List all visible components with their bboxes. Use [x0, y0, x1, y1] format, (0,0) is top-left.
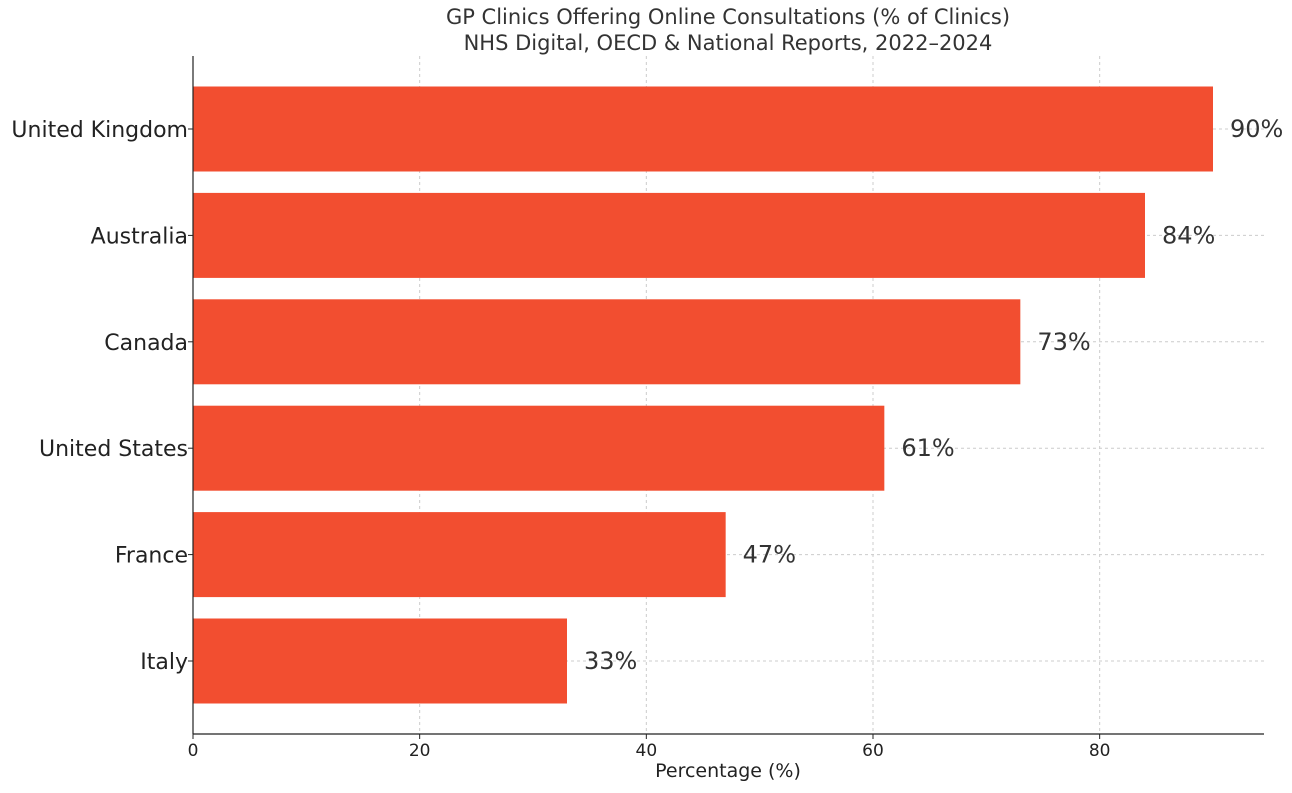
y-tick-label: Australia: [91, 224, 188, 249]
bar: [193, 192, 1145, 278]
x-tick-label: 0: [188, 741, 199, 761]
bar: [193, 86, 1213, 172]
data-label: 33%: [584, 647, 637, 675]
data-labels: 90% 84% 73% 61% 47% 33%: [584, 115, 1283, 675]
bar: [193, 299, 1021, 385]
bars: [193, 86, 1213, 704]
x-tick-label: 40: [636, 741, 658, 761]
chart-title: GP Clinics Offering Online Consultations…: [446, 5, 1010, 29]
data-label: 61%: [901, 434, 954, 462]
data-label: 47%: [743, 541, 796, 569]
x-tick-label: 60: [862, 741, 884, 761]
chart-subtitle: NHS Digital, OECD & National Reports, 20…: [464, 31, 993, 55]
x-tick-label: 80: [1089, 741, 1111, 761]
y-tick-label: France: [115, 544, 188, 569]
data-label: 90%: [1230, 115, 1283, 143]
y-axis-tick-labels: United Kingdom Australia Canada United Stat…: [11, 118, 193, 675]
data-label: 73%: [1037, 328, 1090, 356]
bar: [193, 512, 726, 598]
bar: [193, 618, 567, 704]
data-label: 84%: [1162, 221, 1215, 249]
y-tick-label: Italy: [140, 650, 188, 675]
y-tick-label: United States: [39, 437, 188, 462]
bar: [193, 405, 885, 491]
y-tick-label: Canada: [104, 331, 188, 356]
x-axis-tick-labels: 0 20 40 60 80: [188, 734, 1111, 761]
x-axis-label: Percentage (%): [655, 760, 801, 782]
x-tick-label: 20: [409, 741, 431, 761]
y-tick-label: United Kingdom: [11, 118, 188, 143]
